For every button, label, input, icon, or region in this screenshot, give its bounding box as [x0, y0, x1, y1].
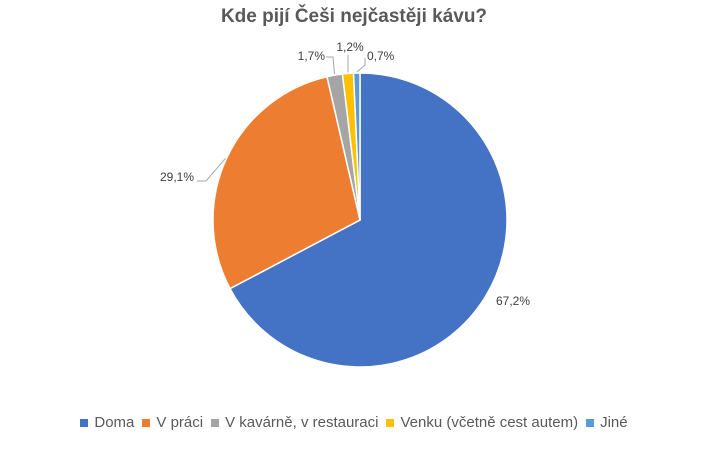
legend-swatch — [386, 418, 395, 427]
data-label-2: 29,1% — [160, 170, 194, 184]
pie-slice-1 — [228, 72, 508, 368]
data-label-3: 1,7% — [298, 49, 326, 63]
pie-slices — [212, 72, 508, 368]
legend-swatch — [211, 418, 220, 427]
data-label-5: 0,7% — [367, 49, 395, 63]
data-labels: 67,2% 29,1% 1,7% 1,2%0,7% — [160, 40, 530, 308]
legend-item-3: V kavárně, v restauraci — [211, 414, 378, 431]
data-label-1: 67,2% — [496, 294, 530, 308]
leader-line-3 — [326, 56, 336, 75]
legend-label: Doma — [94, 414, 135, 431]
chart-title: Kde pijí Češi nejčastěji kávu? — [220, 6, 488, 27]
pie-chart: 67,2% 29,1% 1,7% 1,2%0,7% — [160, 40, 530, 368]
legend-item-4: Venku (včetně cest autem) — [386, 414, 578, 431]
leader-lines — [197, 55, 366, 182]
legend-item-2: V práci — [142, 414, 203, 431]
data-label-4: 1,2% — [336, 40, 364, 54]
legend-swatch — [586, 418, 595, 427]
legend-label: V kavárně, v restauraci — [225, 414, 379, 431]
legend-item-1: Doma — [80, 414, 134, 431]
pie-slice-5 — [352, 72, 361, 221]
legend: Doma V práci V kavárně, v restauraci Venku … — [0, 414, 708, 431]
legend-label: Jiné — [600, 414, 628, 431]
legend-swatch — [80, 418, 89, 427]
leader-line-2 — [197, 158, 226, 182]
legend-item-5: Jiné — [586, 414, 628, 431]
legend-label: V práci — [156, 414, 204, 431]
leader-line-5 — [356, 58, 366, 73]
legend-swatch — [142, 418, 151, 427]
legend-label: Venku (včetně cest autem) — [400, 414, 579, 431]
pie-slice-2 — [212, 75, 361, 290]
